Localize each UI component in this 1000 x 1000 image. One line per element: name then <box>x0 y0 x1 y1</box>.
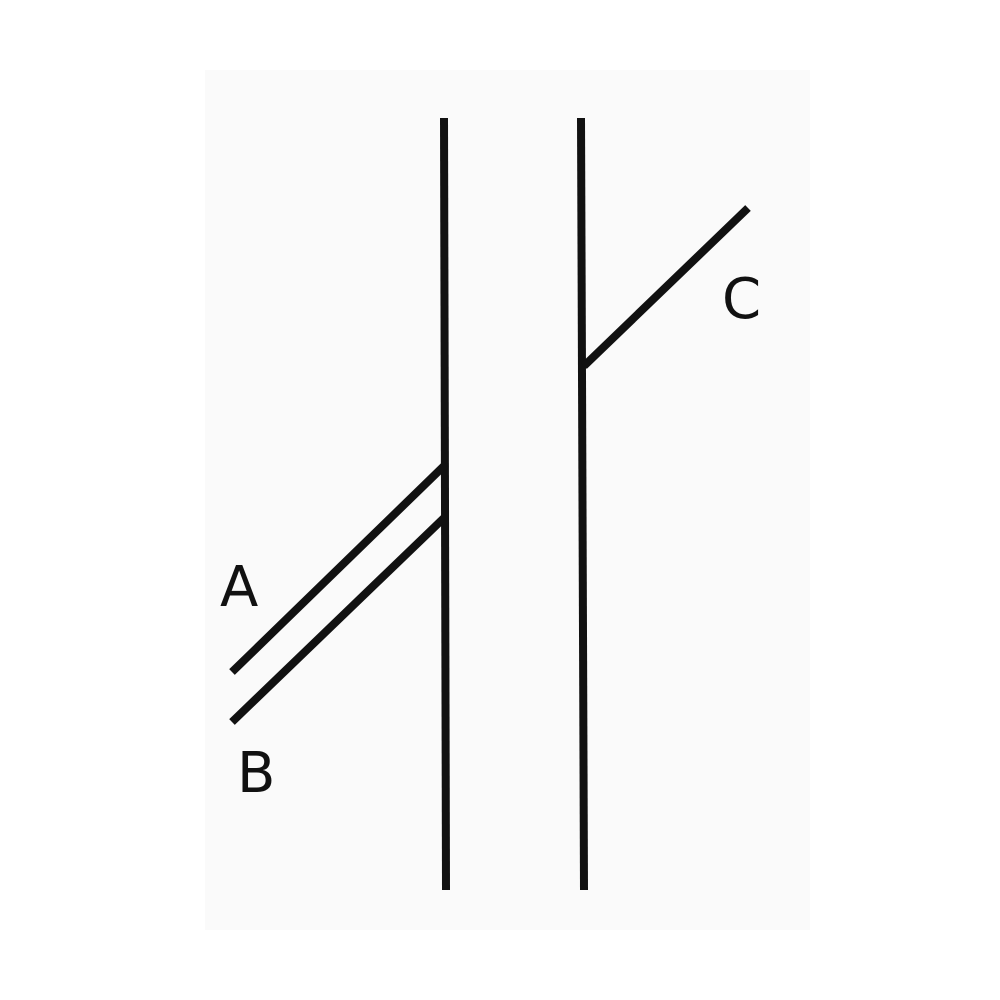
line-c <box>581 205 751 369</box>
right-vertical-bar <box>577 117 588 891</box>
left-vertical-bar <box>440 117 450 891</box>
figure-panel <box>205 70 810 930</box>
label-a: A <box>220 555 258 620</box>
line-a <box>229 461 449 675</box>
label-c: C <box>722 267 761 332</box>
label-b: B <box>237 741 275 806</box>
line-b <box>229 513 449 725</box>
